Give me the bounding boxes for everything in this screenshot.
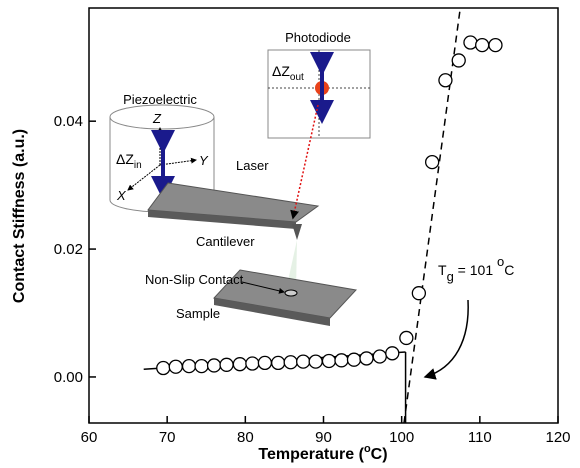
data-point: [181, 358, 197, 374]
x-tick-label: 90: [315, 429, 332, 446]
plot-area: [143, 8, 503, 423]
data-point: [411, 286, 427, 301]
y-axis-title: Contact Stiffness (a.u.): [11, 129, 28, 303]
sample-side: [214, 298, 330, 326]
data-point: [219, 357, 234, 372]
cantilever-side: [148, 210, 296, 229]
data-point: [271, 355, 286, 371]
x-tick-label: 70: [159, 429, 176, 446]
inset-diagram: Photodiode ΔZout Piezoelectric Z Y X ΔZi…: [109, 30, 371, 326]
data-point: [475, 37, 490, 53]
data-point: [257, 355, 273, 371]
data-point: [385, 346, 400, 361]
axis-y-label: Y: [199, 153, 209, 168]
x-tick-label: 80: [237, 429, 254, 446]
data-point: [232, 357, 248, 372]
data-point: [359, 351, 374, 366]
data-point: [206, 358, 222, 373]
contact-spot: [284, 289, 298, 297]
data-point: [488, 37, 503, 53]
data-point: [372, 349, 387, 364]
cantilever-tip: [292, 224, 302, 240]
x-tick-label: 100: [389, 429, 414, 446]
cantilever-label: Cantilever: [196, 234, 255, 249]
x-tick-label: 120: [545, 429, 570, 446]
y-tick-label: 0.00: [54, 369, 83, 386]
y-tick-label: 0.04: [54, 113, 83, 130]
data-point: [308, 354, 323, 369]
x-tick-label: 60: [81, 429, 98, 446]
data-point: [463, 35, 478, 50]
x-tick-label: 110: [468, 429, 492, 446]
sample-label: Sample: [176, 306, 220, 321]
data-point: [425, 154, 440, 170]
axis-x-label: X: [116, 188, 127, 203]
data-point: [296, 354, 311, 369]
data-point: [438, 73, 453, 88]
data-point: [156, 360, 171, 376]
axis-z-label: Z: [152, 111, 162, 126]
data-point: [321, 353, 337, 369]
data-point: [346, 352, 362, 367]
contact-label: Non-Slip Contact: [145, 272, 244, 287]
tg-arrow: [423, 299, 469, 380]
piezo-label: Piezoelectric: [123, 92, 197, 107]
laser-beam: [290, 104, 319, 220]
data-point: [283, 355, 298, 370]
laser-label: Laser: [236, 158, 269, 173]
data-point: [168, 359, 183, 374]
data-point: [334, 353, 349, 368]
piezo-top: [109, 104, 215, 130]
dz-in-label: ΔZin: [116, 151, 142, 171]
dz-out-label: ΔZout: [272, 63, 304, 83]
data-point: [451, 53, 466, 68]
contact-arrow: [241, 281, 285, 294]
data-point: [399, 330, 414, 346]
x-axis-title: Temperature (oC): [258, 443, 387, 463]
photodiode-label: Photodiode: [285, 30, 351, 45]
data-point: [245, 356, 260, 371]
tg-annotation: Tg = 101 oC: [438, 254, 514, 284]
data-point: [194, 358, 209, 374]
y-tick-label: 0.02: [54, 241, 83, 258]
